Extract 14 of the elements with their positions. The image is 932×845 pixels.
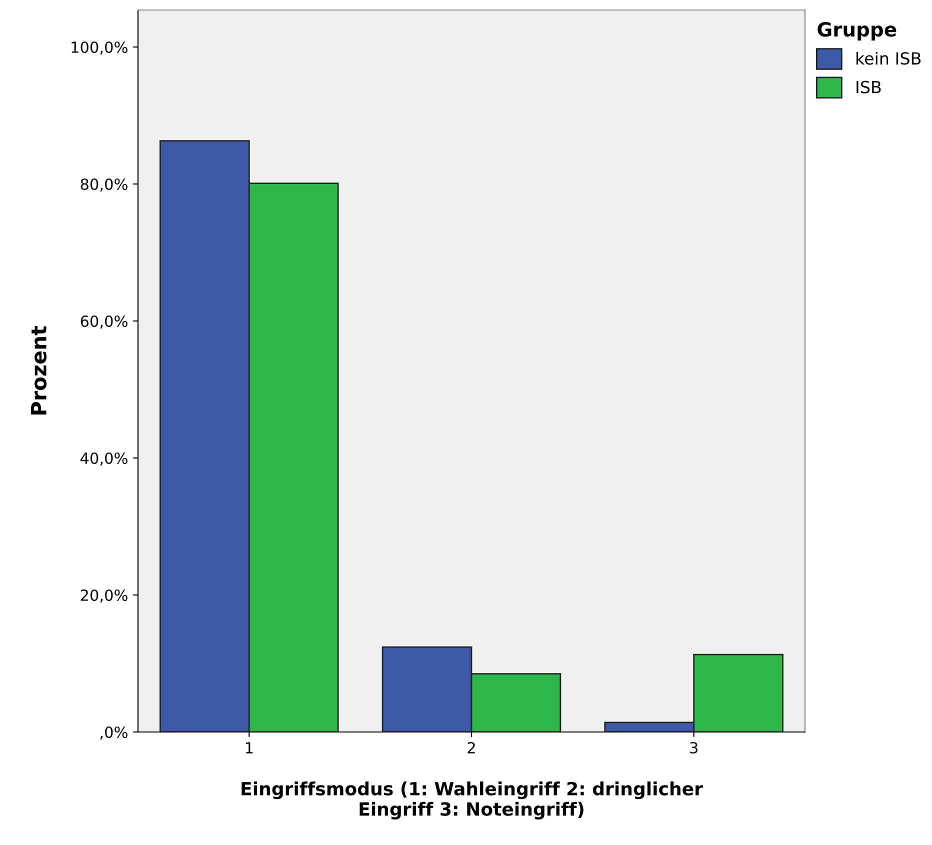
- y-tick-label: 60,0%: [80, 315, 128, 329]
- x-tick-label: 1: [246, 742, 253, 754]
- y-tick-label: ,0%: [100, 726, 128, 740]
- y-tick-label: 40,0%: [80, 452, 128, 466]
- y-tick-label: 100,0%: [72, 41, 128, 55]
- x-axis-title: Eingriffsmodus (1: Wahleingriff 2: dringlicher Eingriff 3: Noteingriff): [242, 782, 703, 820]
- y-tick-label: 80,0%: [80, 178, 128, 192]
- x-tick-label: 3: [690, 742, 698, 754]
- x-tick-label: 2: [468, 742, 475, 754]
- legend-label: kein ISB: [856, 52, 921, 65]
- y-tick-label: 20,0%: [80, 589, 128, 603]
- y-axis-title: Prozent: [31, 326, 47, 415]
- legend-title: Gruppe: [818, 22, 896, 40]
- legend-label: ISB: [856, 80, 881, 94]
